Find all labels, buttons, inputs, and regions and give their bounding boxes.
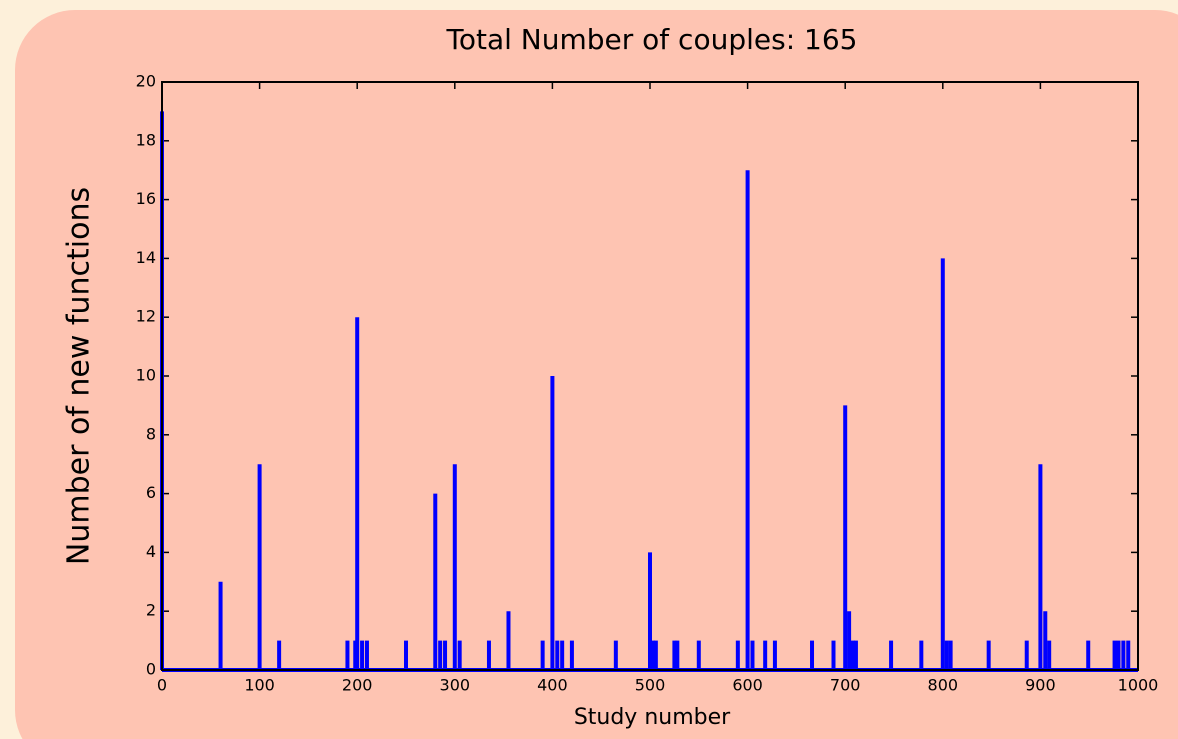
x-tick-label: 300 xyxy=(440,676,471,695)
y-tick-label: 0 xyxy=(146,660,156,679)
y-tick-label: 16 xyxy=(136,189,156,208)
x-tick-label: 100 xyxy=(244,676,275,695)
y-tick-label: 18 xyxy=(136,130,156,149)
x-axis-label: Study number xyxy=(574,705,731,730)
x-tick-label: 700 xyxy=(830,676,861,695)
x-tick-label: 800 xyxy=(928,676,959,695)
x-tick-label: 200 xyxy=(342,676,373,695)
y-tick-label: 14 xyxy=(136,248,156,267)
chart-title: Total Number of couples: 165 xyxy=(446,23,858,56)
y-tick-label: 8 xyxy=(146,424,156,443)
x-tick-label: 600 xyxy=(732,676,763,695)
y-tick-label: 6 xyxy=(146,483,156,502)
y-axis-label: Number of new functions xyxy=(62,187,97,565)
x-tick-label: 1000 xyxy=(1118,676,1159,695)
y-tick-label: 2 xyxy=(146,601,156,620)
panel xyxy=(15,10,1178,739)
y-tick-label: 20 xyxy=(136,72,156,91)
y-tick-label: 4 xyxy=(146,542,156,561)
y-tick-label: 12 xyxy=(136,307,156,326)
plot-frame xyxy=(161,81,1139,671)
x-tick-label: 0 xyxy=(157,676,167,695)
x-tick-label: 500 xyxy=(635,676,666,695)
x-tick-label: 900 xyxy=(1025,676,1056,695)
x-tick-label: 400 xyxy=(537,676,568,695)
y-tick-label: 10 xyxy=(136,366,156,385)
